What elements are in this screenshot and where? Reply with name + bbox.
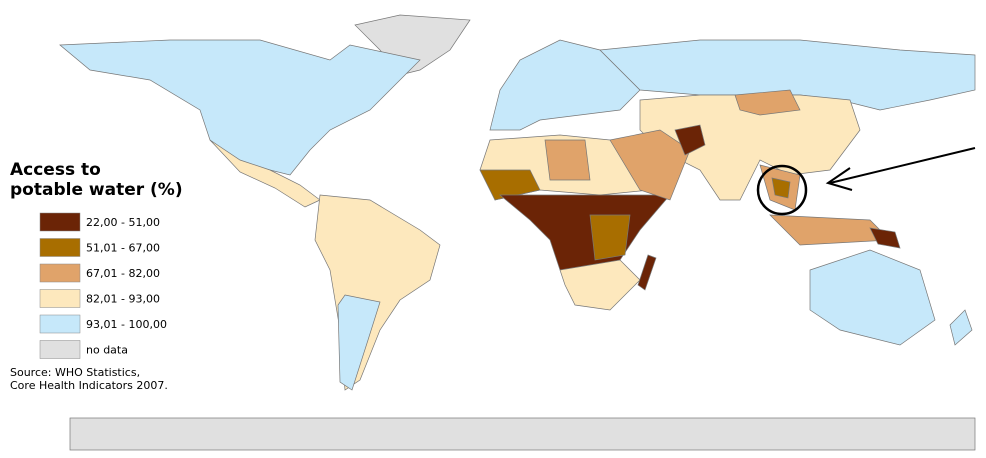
world-map	[59, 14, 976, 451]
cambodia	[771, 177, 791, 199]
mongolia	[734, 89, 801, 116]
libya	[544, 139, 591, 181]
legend-swatch	[39, 263, 81, 283]
legend-title: potable water (%)	[10, 180, 183, 200]
madagascar	[637, 254, 657, 291]
highlight-circle	[756, 164, 808, 216]
legend-swatch	[39, 238, 81, 257]
legend-label: no data	[86, 344, 128, 357]
new-zealand	[949, 309, 973, 346]
legend-label: 51,01 - 67,00	[86, 242, 160, 255]
legend-swatch	[39, 314, 81, 334]
legend-label: 93,01 - 100,00	[86, 318, 167, 331]
legend-label: 67,01 - 82,00	[86, 267, 160, 280]
australia	[809, 249, 936, 346]
legend-swatch	[39, 340, 81, 359]
papua-new-guinea	[869, 227, 901, 249]
southern-cone	[337, 294, 381, 391]
west-africa	[479, 169, 541, 201]
arrow-head	[825, 167, 853, 191]
legend-swatch	[39, 289, 81, 308]
source-note: Source: WHO Statistics,	[10, 366, 140, 379]
legend-label: 82,01 - 93,00	[86, 293, 160, 306]
south-africa	[559, 259, 641, 311]
source-note: Core Health Indicators 2007.	[10, 379, 168, 392]
middle-east	[609, 129, 691, 201]
legend-title: Access to	[10, 160, 101, 180]
afghanistan	[674, 124, 706, 156]
antarctica	[69, 417, 976, 451]
legend-swatch	[39, 212, 81, 232]
pointer-arrow	[829, 147, 976, 184]
legend-label: 22,00 - 51,00	[86, 216, 160, 229]
east-africa	[589, 214, 631, 261]
north-america	[59, 39, 421, 176]
south-america	[314, 194, 441, 391]
